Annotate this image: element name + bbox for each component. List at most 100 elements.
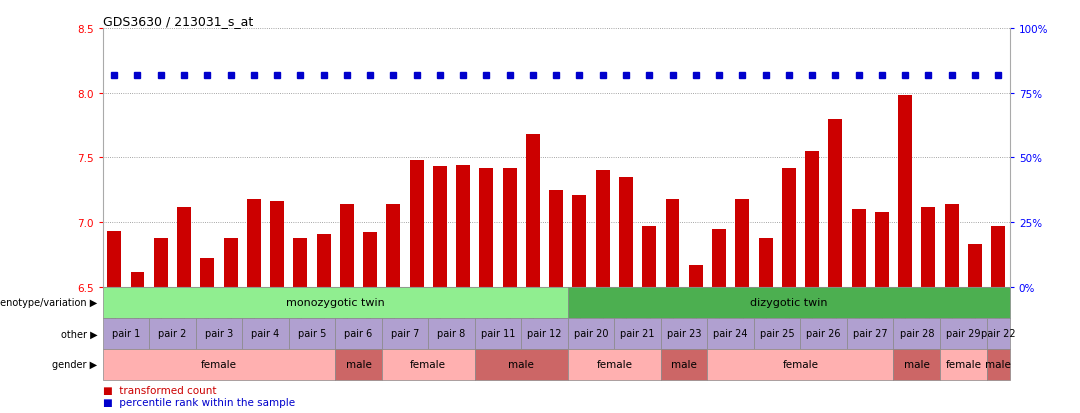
Text: monozygotic twin: monozygotic twin: [286, 297, 384, 308]
Bar: [735, 199, 750, 287]
Bar: [153, 238, 167, 287]
Bar: [107, 232, 121, 287]
Text: pair 6: pair 6: [345, 328, 373, 339]
Bar: [568, 349, 661, 380]
Text: ■  transformed count: ■ transformed count: [103, 385, 216, 395]
Bar: [828, 119, 842, 287]
Bar: [875, 212, 889, 287]
Bar: [847, 318, 893, 349]
Text: pair 5: pair 5: [298, 328, 326, 339]
Text: pair 22: pair 22: [981, 328, 1015, 339]
Text: pair 21: pair 21: [620, 328, 654, 339]
Bar: [409, 161, 423, 287]
Bar: [661, 349, 707, 380]
Text: pair 7: pair 7: [391, 328, 419, 339]
Bar: [195, 318, 242, 349]
Bar: [429, 318, 475, 349]
Bar: [615, 318, 661, 349]
Bar: [475, 349, 568, 380]
Text: male: male: [985, 359, 1011, 370]
Bar: [247, 199, 260, 287]
Text: pair 23: pair 23: [666, 328, 701, 339]
Bar: [986, 349, 1010, 380]
Bar: [177, 207, 191, 287]
Text: pair 3: pair 3: [205, 328, 233, 339]
Bar: [852, 210, 865, 287]
Bar: [270, 202, 284, 287]
Bar: [475, 318, 522, 349]
Bar: [758, 238, 772, 287]
Bar: [568, 318, 615, 349]
Bar: [661, 318, 707, 349]
Bar: [522, 318, 568, 349]
Bar: [940, 318, 986, 349]
Bar: [800, 318, 847, 349]
Bar: [782, 169, 796, 287]
Text: other ▶: other ▶: [60, 328, 97, 339]
Bar: [131, 273, 145, 287]
Bar: [643, 226, 657, 287]
Bar: [340, 204, 354, 287]
Bar: [316, 234, 330, 287]
Bar: [294, 238, 308, 287]
Text: female: female: [596, 359, 633, 370]
Text: male: male: [346, 359, 372, 370]
Bar: [991, 226, 1005, 287]
Text: pair 1: pair 1: [111, 328, 140, 339]
Bar: [103, 349, 335, 380]
Bar: [893, 318, 940, 349]
Bar: [103, 287, 568, 318]
Bar: [707, 349, 893, 380]
Bar: [224, 238, 238, 287]
Text: pair 26: pair 26: [807, 328, 841, 339]
Bar: [526, 135, 540, 287]
Text: male: male: [509, 359, 535, 370]
Bar: [665, 199, 679, 287]
Text: pair 11: pair 11: [481, 328, 515, 339]
Text: pair 12: pair 12: [527, 328, 562, 339]
Bar: [502, 169, 516, 287]
Bar: [805, 152, 819, 287]
Bar: [754, 318, 800, 349]
Text: ■  percentile rank within the sample: ■ percentile rank within the sample: [103, 396, 295, 407]
Bar: [433, 167, 447, 287]
Text: pair 8: pair 8: [437, 328, 465, 339]
Bar: [149, 318, 195, 349]
Text: pair 29: pair 29: [946, 328, 981, 339]
Text: pair 27: pair 27: [853, 328, 888, 339]
Bar: [335, 349, 381, 380]
Text: dizygotic twin: dizygotic twin: [751, 297, 827, 308]
Text: male: male: [671, 359, 697, 370]
Bar: [103, 318, 149, 349]
Bar: [899, 96, 913, 287]
Bar: [945, 204, 959, 287]
Bar: [480, 169, 494, 287]
Bar: [242, 318, 288, 349]
Bar: [707, 318, 754, 349]
Bar: [381, 349, 475, 380]
Bar: [387, 204, 401, 287]
Text: female: female: [945, 359, 982, 370]
Bar: [381, 318, 429, 349]
Bar: [689, 265, 703, 287]
Bar: [596, 171, 610, 287]
Text: pair 20: pair 20: [573, 328, 608, 339]
Text: pair 25: pair 25: [760, 328, 795, 339]
Text: gender ▶: gender ▶: [52, 359, 97, 370]
Text: male: male: [904, 359, 930, 370]
Bar: [712, 229, 726, 287]
Bar: [200, 259, 214, 287]
Bar: [550, 190, 563, 287]
Text: pair 24: pair 24: [714, 328, 748, 339]
Bar: [619, 177, 633, 287]
Bar: [568, 287, 1010, 318]
Bar: [986, 318, 1010, 349]
Bar: [572, 195, 586, 287]
Bar: [893, 349, 940, 380]
Text: pair 2: pair 2: [158, 328, 187, 339]
Text: GDS3630 / 213031_s_at: GDS3630 / 213031_s_at: [103, 15, 253, 28]
Bar: [363, 233, 377, 287]
Text: pair 28: pair 28: [900, 328, 934, 339]
Bar: [940, 349, 986, 380]
Text: female: female: [201, 359, 237, 370]
